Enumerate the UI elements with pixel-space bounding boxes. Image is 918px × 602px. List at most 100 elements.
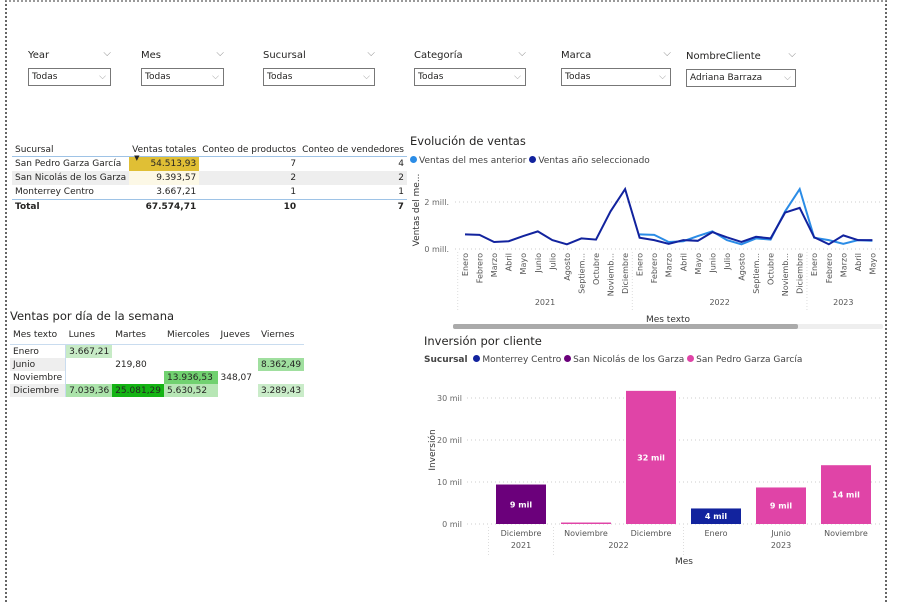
- year-label: 2022: [608, 541, 628, 550]
- table-row[interactable]: San Pedro Garza García 54.513,93 7 4: [12, 156, 407, 171]
- year-label: 2021: [511, 541, 531, 550]
- table-row[interactable]: San Nicolás de los Garza 9.393,57 2 2: [12, 171, 407, 185]
- slicer-dropdown[interactable]: Todas ⌵: [28, 68, 111, 86]
- y-tick-label: 10 mil: [437, 478, 462, 487]
- x-tick-label: Agosto: [563, 253, 572, 281]
- data-label: 9 mil: [510, 500, 532, 509]
- matrix-row[interactable]: Diciembre 7.039,36 25.081,29 5.630,52 3.289,…: [10, 384, 305, 397]
- table-cell: San Pedro Garza García: [15, 159, 122, 169]
- slicer-dropdown[interactable]: Todas ⌵: [141, 68, 224, 86]
- weekday-table-title: Ventas por día de la semana: [10, 309, 175, 323]
- sales-evolution-line-chart: Ventas del me...0 mill. 2 mill. Enero Febre…: [412, 174, 883, 329]
- table-cell: 3.667,21: [156, 187, 197, 197]
- chevron-down-icon[interactable]: ⌵: [367, 48, 375, 59]
- chevron-down-icon: ⌵: [784, 73, 791, 83]
- slicer-1: Mes ⌵ Todas ⌵: [141, 48, 224, 86]
- bar: [691, 508, 741, 524]
- slicer-dropdown[interactable]: Adriana Barraza ⌵: [686, 69, 796, 87]
- x-tick-label: Abril: [854, 253, 863, 271]
- matrix-cell: [218, 384, 258, 397]
- data-label: 14 mil: [832, 491, 860, 500]
- matrix-row[interactable]: Junio 219,80 8.362,49: [10, 358, 305, 371]
- col-conteo-vendedores[interactable]: Conteo de vendedores: [299, 138, 407, 157]
- slicer-dropdown[interactable]: Todas ⌵: [414, 68, 526, 86]
- matrix-cell: 219,80: [115, 359, 147, 370]
- y-axis-title: Inversión: [427, 429, 438, 470]
- chevron-down-icon[interactable]: ⌵: [518, 48, 526, 59]
- matrix-cell: [66, 358, 113, 371]
- col-ventas-totales[interactable]: Ventas totales ▼: [129, 138, 200, 162]
- slicer-value: Todas: [267, 72, 293, 82]
- x-tick-label: Enero: [636, 253, 645, 276]
- x-tick-label: Diciembre: [501, 529, 542, 538]
- total-cell: 67.574,71: [129, 199, 200, 214]
- scrollbar-thumb[interactable]: [453, 324, 798, 329]
- bar-chart-legend: Sucursal Monterrey Centro San Nicolás de…: [424, 355, 802, 365]
- slicer-dropdown[interactable]: Todas ⌵: [263, 68, 375, 86]
- table-cell: 1: [290, 187, 297, 197]
- slicer-5: NombreCliente ⌵ Adriana Barraza ⌵: [686, 49, 796, 87]
- y-tick-label: 20 mil: [437, 436, 462, 445]
- chevron-down-icon: ⌵: [212, 72, 219, 82]
- matrix-cell: 3.289,43: [257, 384, 305, 397]
- matrix-header[interactable]: Jueves: [217, 326, 258, 345]
- matrix-cell: [218, 345, 258, 359]
- slicer-value: Todas: [565, 72, 591, 82]
- matrix-cell: Diciembre: [10, 384, 67, 397]
- data-label: 32 mil: [637, 453, 665, 462]
- chevron-down-icon[interactable]: ⌵: [216, 48, 224, 59]
- data-label: 9 mil: [770, 502, 792, 511]
- matrix-cell: Enero: [10, 344, 67, 358]
- x-tick-label: Enero: [810, 253, 819, 276]
- x-axis-title: Mes texto: [646, 315, 691, 325]
- legend-item-san-nicolas[interactable]: San Nicolás de los Garza: [564, 355, 684, 365]
- table-row[interactable]: Monterrey Centro 3.667,21 1 1: [12, 185, 407, 200]
- matrix-row[interactable]: Noviembre 13.936,53 348,07: [10, 371, 304, 384]
- matrix-cell: Junio: [10, 358, 67, 371]
- matrix-cell: [258, 371, 304, 384]
- matrix-cell: 7.039,36: [65, 384, 113, 397]
- sales-by-branch-table: Sucursal Ventas totales ▼ Conteo de produ…: [12, 138, 407, 214]
- matrix-header[interactable]: Miercoles: [164, 326, 218, 345]
- x-tick-label: Noviemb...: [607, 253, 616, 296]
- slicer-value: Adriana Barraza: [690, 73, 763, 83]
- x-tick-label: Agosto: [737, 253, 746, 281]
- slicer-dropdown[interactable]: Todas ⌵: [561, 68, 671, 86]
- x-tick-label: Marzo: [839, 253, 848, 277]
- col-sucursal[interactable]: Sucursal: [12, 138, 130, 157]
- table-cell: 1: [398, 187, 404, 197]
- x-tick-label: Enero: [704, 529, 727, 538]
- col-conteo-productos[interactable]: Conteo de productos: [199, 138, 300, 157]
- slicer-label: Year: [28, 50, 50, 61]
- matrix-cell: 8.362,49: [257, 358, 305, 371]
- chevron-down-icon: ⌵: [659, 72, 666, 82]
- chevron-down-icon[interactable]: ⌵: [788, 49, 796, 60]
- year-label: 2022: [709, 298, 729, 307]
- matrix-header[interactable]: Viernes: [257, 326, 305, 345]
- legend-item-monterrey[interactable]: Monterrey Centro: [473, 355, 561, 365]
- x-tick-label: Diciembre: [621, 253, 630, 294]
- matrix-header[interactable]: Martes: [112, 326, 165, 345]
- matrix-cell: 5.630,52: [164, 384, 218, 397]
- chevron-down-icon: ⌵: [363, 72, 370, 82]
- chevron-down-icon[interactable]: ⌵: [663, 48, 671, 59]
- matrix-cell: 13.936,53: [164, 371, 218, 384]
- legend-item-ano-seleccionado[interactable]: Ventas año seleccionado: [529, 156, 650, 166]
- y-tick-label: 2 mill.: [424, 198, 449, 207]
- matrix-header[interactable]: Mes texto: [10, 326, 66, 345]
- chevron-down-icon[interactable]: ⌵: [103, 48, 111, 59]
- x-tick-label: Diciembre: [631, 529, 672, 538]
- matrix-cell: [66, 371, 113, 384]
- legend-item-mes-anterior[interactable]: Ventas del mes anterior: [410, 156, 526, 166]
- slicer-label: Mes: [141, 50, 161, 61]
- x-tick-label: Abril: [679, 253, 688, 271]
- matrix-row[interactable]: Enero 3.667,21: [10, 344, 304, 359]
- legend-item-san-pedro[interactable]: San Pedro Garza García: [687, 355, 802, 365]
- matrix-cell: 348,07: [220, 372, 253, 383]
- table-cell: 2: [398, 173, 404, 183]
- x-tick-label: Junio: [708, 253, 717, 274]
- x-tick-label: Febrero: [825, 253, 834, 283]
- line-chart-title: Evolución de ventas: [410, 134, 526, 148]
- slicer-label: NombreCliente: [686, 51, 761, 62]
- matrix-header[interactable]: Lunes: [65, 326, 113, 345]
